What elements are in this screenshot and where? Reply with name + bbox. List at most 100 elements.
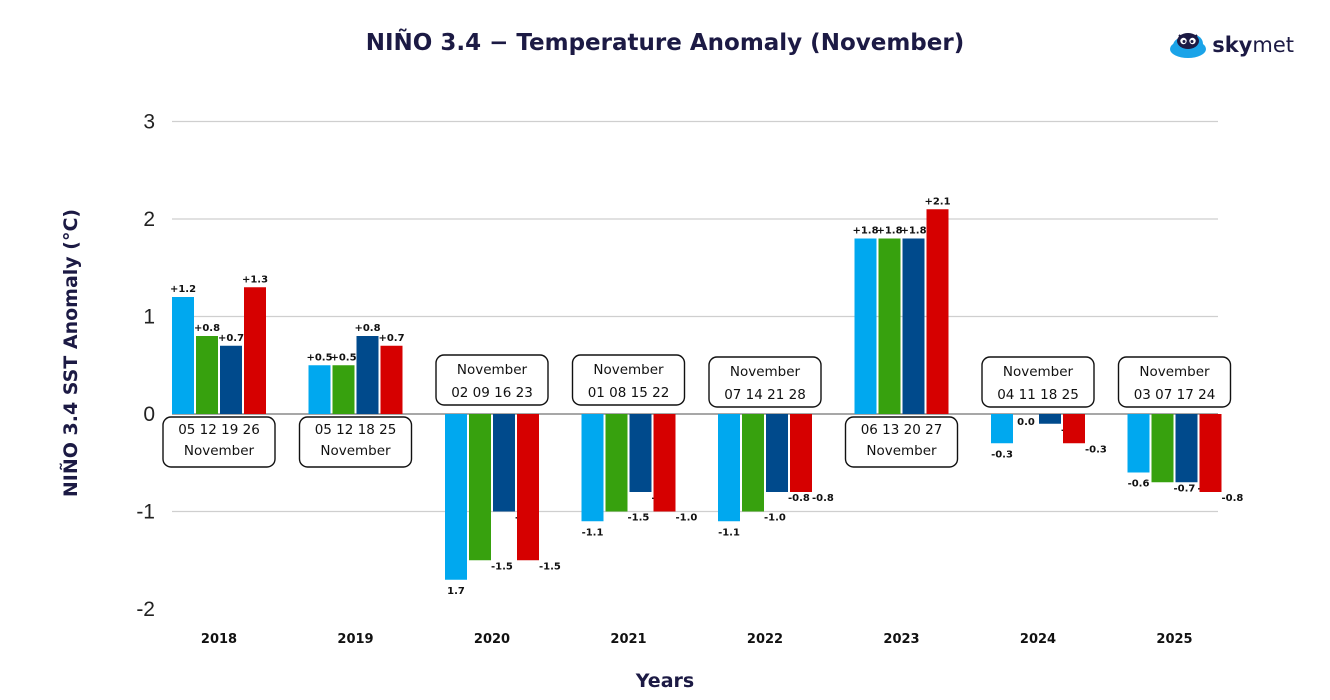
bar — [469, 414, 491, 561]
y-tick-label: 0 — [143, 403, 155, 426]
data-label: -0.7 — [1174, 483, 1196, 494]
data-label: -1.5 — [539, 561, 561, 572]
bar — [517, 414, 539, 561]
date-box-month: November — [866, 443, 937, 459]
y-tick-label: 3 — [143, 111, 155, 134]
data-label: -0.3 — [991, 449, 1013, 460]
bar — [196, 336, 218, 414]
date-box-days: 04 11 18 25 — [997, 387, 1079, 403]
x-tick-year: 2024 — [1020, 632, 1056, 647]
data-label: +0.7 — [218, 333, 244, 344]
data-label: -0.3 — [1085, 444, 1107, 455]
data-label: -1.1 — [718, 527, 740, 538]
bar — [308, 365, 331, 414]
bar — [629, 414, 652, 492]
x-axis-label: Years — [635, 670, 695, 692]
bar — [605, 414, 628, 512]
date-box-month: November — [730, 364, 801, 380]
date-box-days: 05 12 19 26 — [178, 422, 260, 438]
data-label: 0.0 — [1017, 417, 1035, 428]
bar — [445, 414, 467, 580]
date-box-month: November — [184, 443, 255, 459]
y-tick-label: -2 — [136, 598, 155, 621]
date-box-days: 03 07 17 24 — [1134, 387, 1216, 403]
date-box — [162, 416, 276, 468]
data-label: +1.3 — [242, 274, 268, 285]
skymet-logo: skymet — [1168, 30, 1294, 60]
bar — [332, 365, 355, 414]
date-box — [844, 416, 959, 468]
date-box — [571, 354, 686, 406]
bar — [926, 209, 949, 414]
data-label: +0.5 — [330, 352, 356, 363]
x-tick-year: 2019 — [337, 632, 373, 647]
data-label: -1.5 — [628, 513, 650, 524]
cloud-mascot-icon — [1170, 33, 1207, 58]
data-label: -1.0 — [676, 513, 698, 524]
data-label: -0.8 — [788, 493, 810, 504]
bar — [1039, 414, 1061, 424]
date-box-days: 06 13 20 27 — [861, 422, 943, 438]
date-box-days: 01 08 15 22 — [588, 385, 670, 401]
bar — [356, 336, 379, 414]
date-box-month: November — [1003, 364, 1074, 380]
date-box-month: November — [593, 362, 664, 378]
date-box-days: 05 12 18 25 — [315, 422, 397, 438]
bar — [1063, 414, 1085, 444]
x-tick-year: 2018 — [201, 632, 237, 647]
date-box — [298, 416, 413, 468]
data-label: -1.0 — [764, 513, 786, 524]
x-tick-year: 2022 — [747, 632, 783, 647]
x-tick-year: 2023 — [883, 632, 919, 647]
y-tick-label: -1 — [136, 501, 155, 524]
bar — [653, 414, 676, 512]
date-box — [981, 356, 1095, 408]
data-label: +0.8 — [354, 323, 380, 334]
y-tick-label: 1 — [143, 306, 155, 329]
x-tick-year: 2025 — [1156, 632, 1192, 647]
data-label: +2.1 — [924, 196, 950, 207]
bar — [718, 414, 740, 522]
bar — [742, 414, 764, 512]
data-label: 1.7 — [447, 586, 465, 597]
bar — [172, 297, 194, 414]
y-tick-label: 2 — [143, 208, 155, 231]
bar — [902, 238, 925, 414]
data-label: -0.8 — [1222, 493, 1244, 504]
date-box-month: November — [457, 362, 528, 378]
bar — [1175, 414, 1198, 483]
logo-text: skymet — [1212, 33, 1294, 57]
x-tick-year: 2021 — [610, 632, 646, 647]
x-tick-year: 2020 — [474, 632, 510, 647]
chart-title: NIÑO 3.4 − Temperature Anomaly (November… — [365, 30, 965, 56]
bar — [380, 345, 403, 414]
bar — [790, 414, 812, 492]
data-label: +0.8 — [194, 323, 220, 334]
bar — [493, 414, 515, 512]
date-box-days: 07 14 21 28 — [724, 387, 806, 403]
date-box — [435, 354, 549, 406]
data-label: -0.6 — [1128, 479, 1150, 490]
bar — [991, 414, 1013, 444]
date-box — [708, 356, 822, 408]
data-label: +0.5 — [306, 352, 332, 363]
bar — [854, 238, 877, 414]
date-box-month: November — [320, 443, 391, 459]
bar — [244, 287, 266, 414]
bar — [1199, 414, 1222, 492]
data-label: +1.2 — [170, 284, 196, 295]
bar — [220, 345, 242, 414]
data-label: -1.1 — [582, 527, 604, 538]
data-label: +1.8 — [876, 226, 902, 237]
data-label: +1.8 — [852, 226, 878, 237]
data-label: -0.8 — [812, 493, 834, 504]
data-label: +0.7 — [378, 333, 404, 344]
data-label: -1.5 — [491, 561, 513, 572]
bar — [1151, 414, 1174, 483]
data-label: +1.8 — [900, 226, 926, 237]
bar — [766, 414, 788, 492]
bar — [878, 238, 901, 414]
date-box — [1117, 356, 1232, 408]
date-box-month: November — [1139, 364, 1210, 380]
